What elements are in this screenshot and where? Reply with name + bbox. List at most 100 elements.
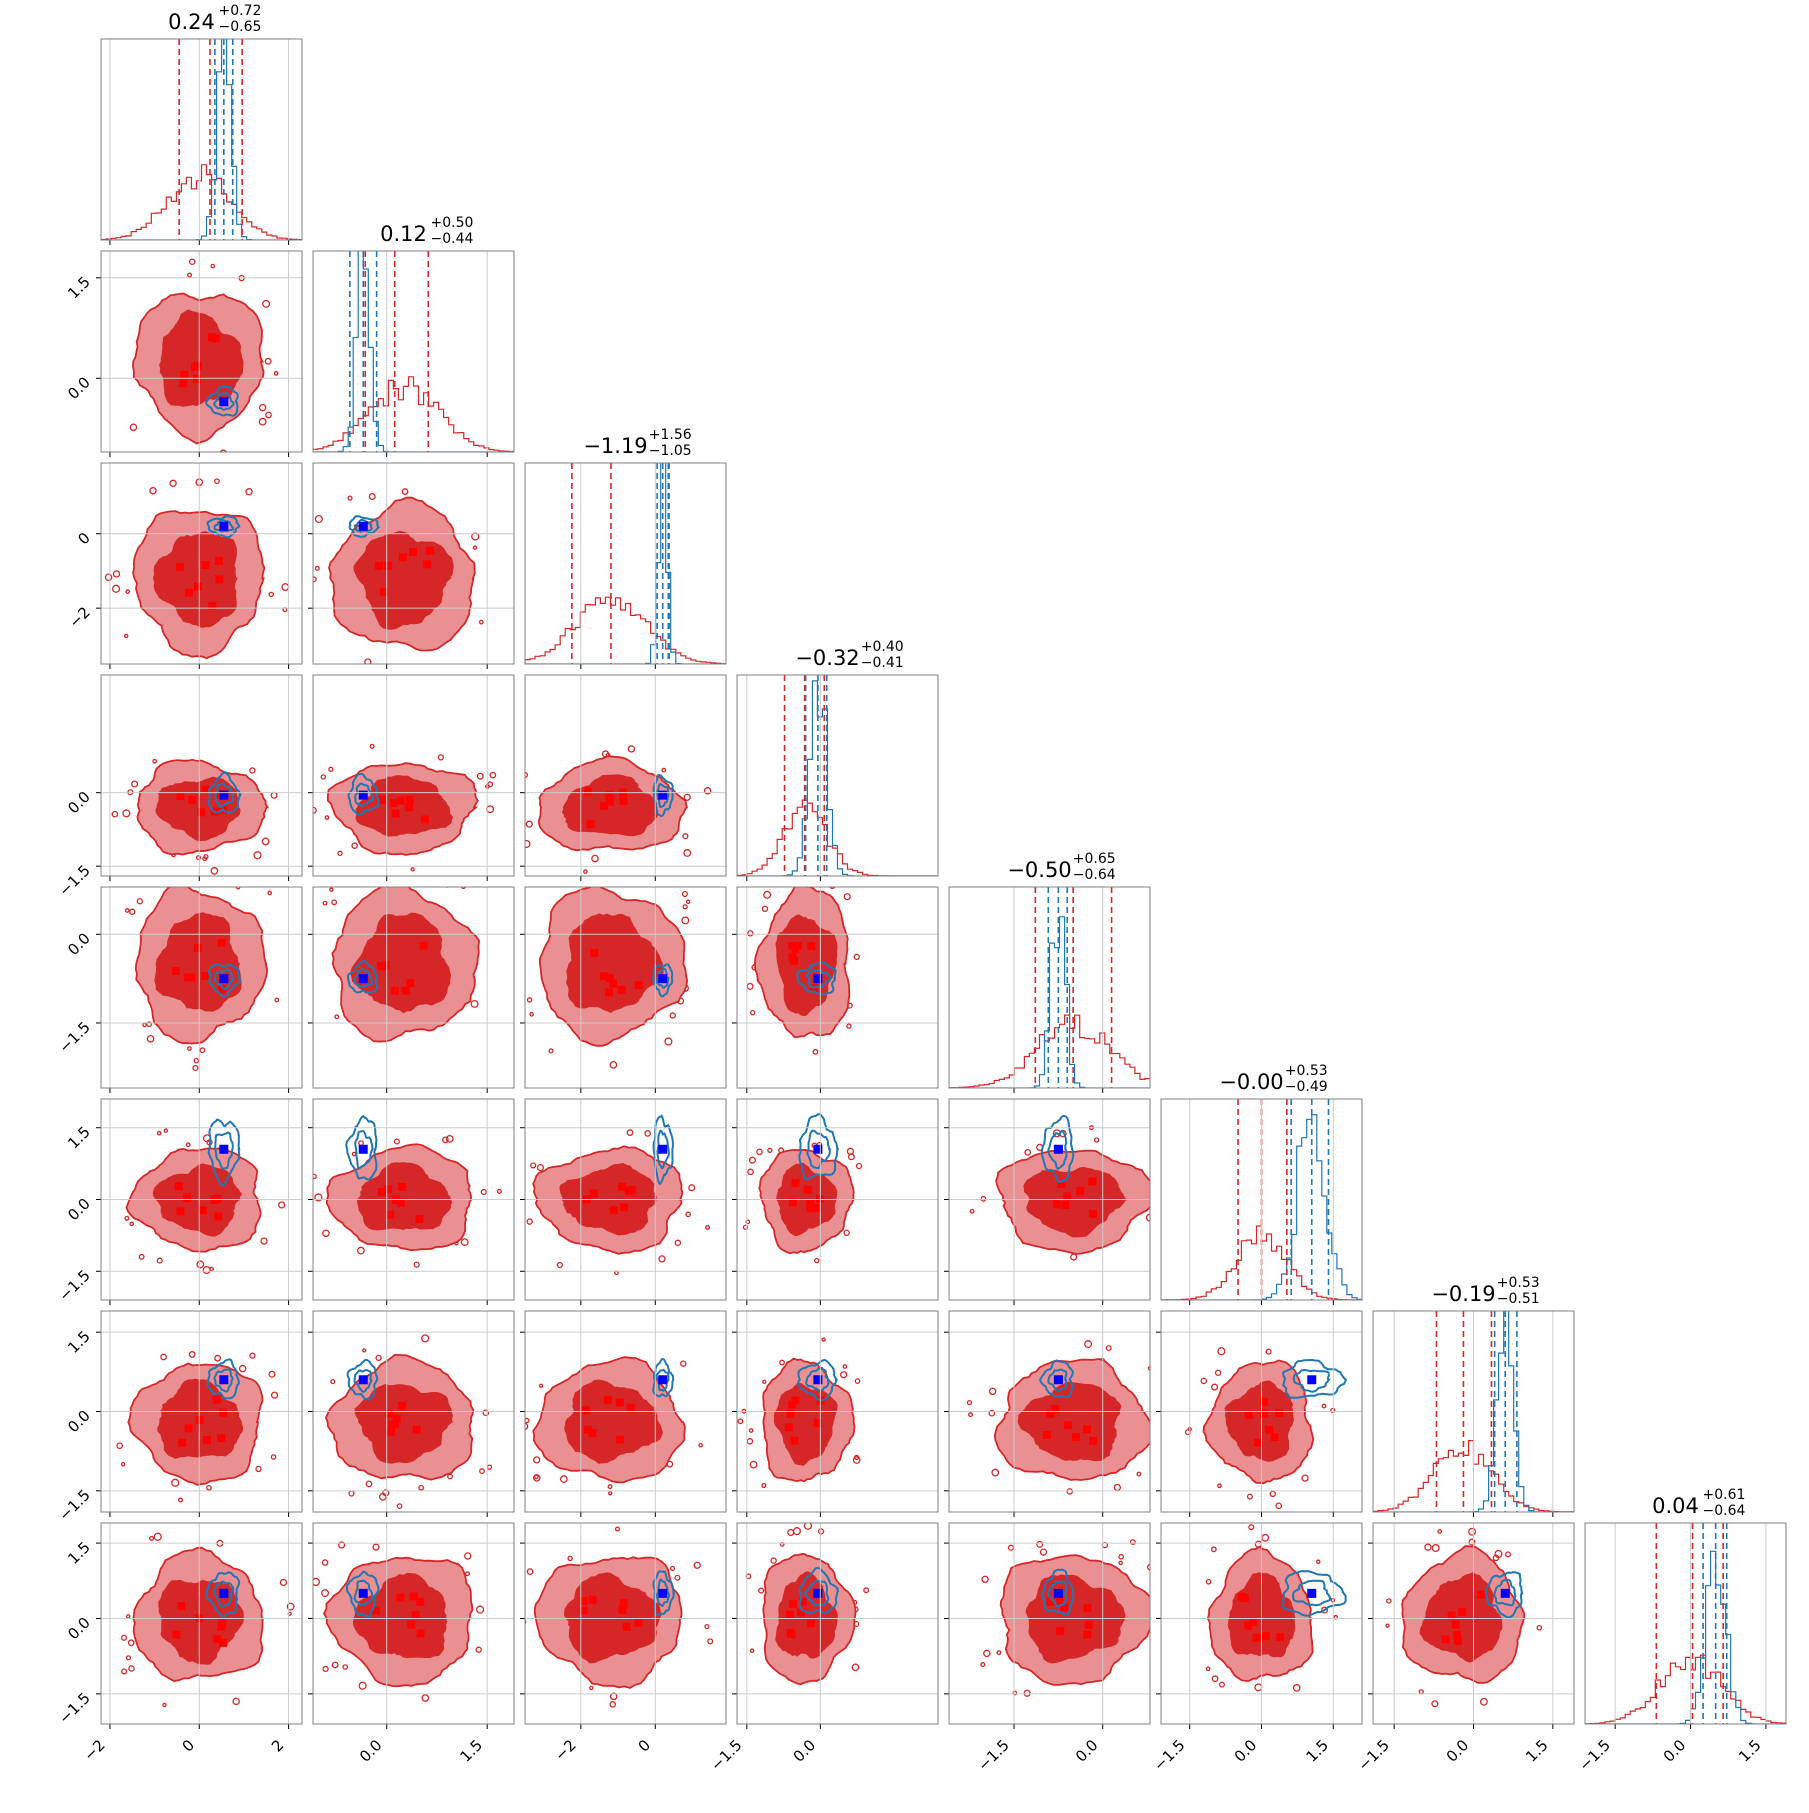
sample-marker-red — [397, 1401, 406, 1410]
panel-frame — [312, 1098, 515, 1301]
sample-marker-red — [790, 1436, 799, 1445]
sample-marker-red — [212, 1395, 221, 1404]
contour-speck — [364, 658, 372, 664]
contour-speck — [179, 458, 184, 463]
y-tick-label: 0.0 — [64, 788, 94, 818]
sample-marker-red — [584, 787, 593, 796]
sample-marker-red — [385, 1210, 394, 1219]
contour-speck — [747, 1168, 754, 1176]
sample-marker-red — [380, 587, 389, 596]
contour-speck — [518, 1622, 523, 1627]
sample-marker-red — [406, 979, 415, 988]
sample-marker-red — [605, 988, 614, 997]
contour-speck — [156, 1257, 163, 1264]
contour-speck — [1468, 1538, 1476, 1546]
contour-speck — [996, 1650, 1002, 1656]
panel-frame — [100, 674, 303, 877]
contour-speck — [496, 1188, 502, 1194]
contour-speck — [516, 1229, 522, 1235]
contour-speck — [589, 1685, 594, 1691]
truth-marker-blue — [358, 1144, 368, 1154]
y-tick-label: 1.5 — [64, 1123, 94, 1153]
sample-marker-red — [605, 790, 614, 799]
contour-outer-blue — [348, 515, 380, 538]
sample-marker-red — [579, 1606, 588, 1615]
contour-speck — [705, 1225, 711, 1230]
contour-speck — [358, 1681, 367, 1690]
sample-marker-red — [1451, 1620, 1460, 1629]
sample-marker-red — [1260, 1397, 1269, 1406]
contour-speck — [121, 1668, 128, 1675]
sample-marker-red — [420, 815, 429, 824]
contour-speck — [1431, 1544, 1440, 1553]
contour-speck — [1118, 1553, 1124, 1560]
contour-speck — [1505, 1551, 1511, 1558]
panel-title-4: −0.50 — [1007, 858, 1071, 882]
contour-speck — [249, 1352, 256, 1359]
contour-speck — [1321, 1403, 1327, 1409]
contour-speck — [313, 1577, 320, 1587]
contour-speck — [196, 1260, 205, 1269]
contour-speck — [177, 1497, 183, 1503]
contour-speck — [762, 1379, 767, 1385]
sample-marker-red — [609, 979, 618, 988]
contour-speck — [447, 1473, 454, 1480]
contour-speck — [1275, 1502, 1283, 1510]
contour-panel-5-2 — [516, 1114, 711, 1276]
contour-speck — [322, 1665, 329, 1673]
contour-speck — [770, 1557, 777, 1564]
contour-speck — [387, 887, 391, 888]
contour-speck — [1036, 1540, 1044, 1548]
contour-outer-blue — [1281, 1570, 1347, 1617]
sample-marker-red — [1072, 1433, 1081, 1442]
sample-marker-red — [1458, 1607, 1467, 1616]
contour-speck — [320, 774, 327, 780]
contour-speck — [847, 1153, 855, 1161]
sample-marker-red — [806, 1199, 815, 1208]
contour-speck — [852, 1456, 861, 1464]
sample-marker-red — [391, 809, 400, 818]
histogram-frame — [948, 886, 1151, 1089]
contour-speck — [669, 1012, 676, 1019]
contour-speck — [607, 1484, 613, 1490]
x-tick-label: 1.5 — [1522, 1736, 1552, 1766]
contour-speck — [270, 1391, 279, 1399]
x-tick-label: 0.0 — [1231, 1736, 1261, 1766]
y-tick-label: 0.0 — [64, 1195, 94, 1225]
truth-marker-blue — [1500, 1588, 1510, 1598]
contour-speck — [1129, 1539, 1136, 1546]
contour-panel-4-2 — [526, 887, 691, 1069]
contour-speck — [163, 1128, 169, 1133]
contour-speck — [661, 767, 667, 773]
sample-marker-red — [813, 1203, 822, 1212]
y-tick-label: −1.5 — [55, 1486, 93, 1524]
x-tick-label: −2 — [80, 1736, 108, 1764]
contour-speck — [1385, 1623, 1390, 1628]
y-tick-label: 0.0 — [64, 373, 94, 403]
contour-speck — [1301, 1474, 1309, 1482]
sample-marker-red — [588, 1595, 597, 1604]
contour-speck — [125, 1614, 131, 1619]
sample-marker-red — [180, 370, 189, 379]
contour-speck — [489, 771, 497, 779]
sample-marker-red — [1261, 1632, 1270, 1641]
contour-inner-blue — [655, 1368, 670, 1393]
panel-title-minus-3: −0.41 — [861, 655, 904, 671]
contour-speck — [375, 1354, 382, 1362]
sample-marker-red — [1046, 1597, 1055, 1606]
contour-speck — [851, 1663, 860, 1672]
contour-speck — [313, 1173, 317, 1180]
contour-speck — [187, 1046, 192, 1051]
contour-speck — [1039, 1548, 1048, 1556]
contour-outer-blue — [346, 1570, 380, 1618]
contour-inner-blue — [353, 1368, 373, 1393]
truth-marker-blue — [358, 790, 368, 800]
sample-marker-red — [1088, 1177, 1097, 1186]
contour-panel-7-5 — [1205, 1524, 1347, 1692]
contour-speck — [188, 258, 196, 266]
contour-speck — [128, 1665, 135, 1672]
sample-marker-red — [619, 1599, 628, 1608]
contour-speck — [111, 810, 119, 818]
y-tick-label: −1.5 — [55, 861, 93, 899]
contour-speck — [1012, 1690, 1018, 1696]
